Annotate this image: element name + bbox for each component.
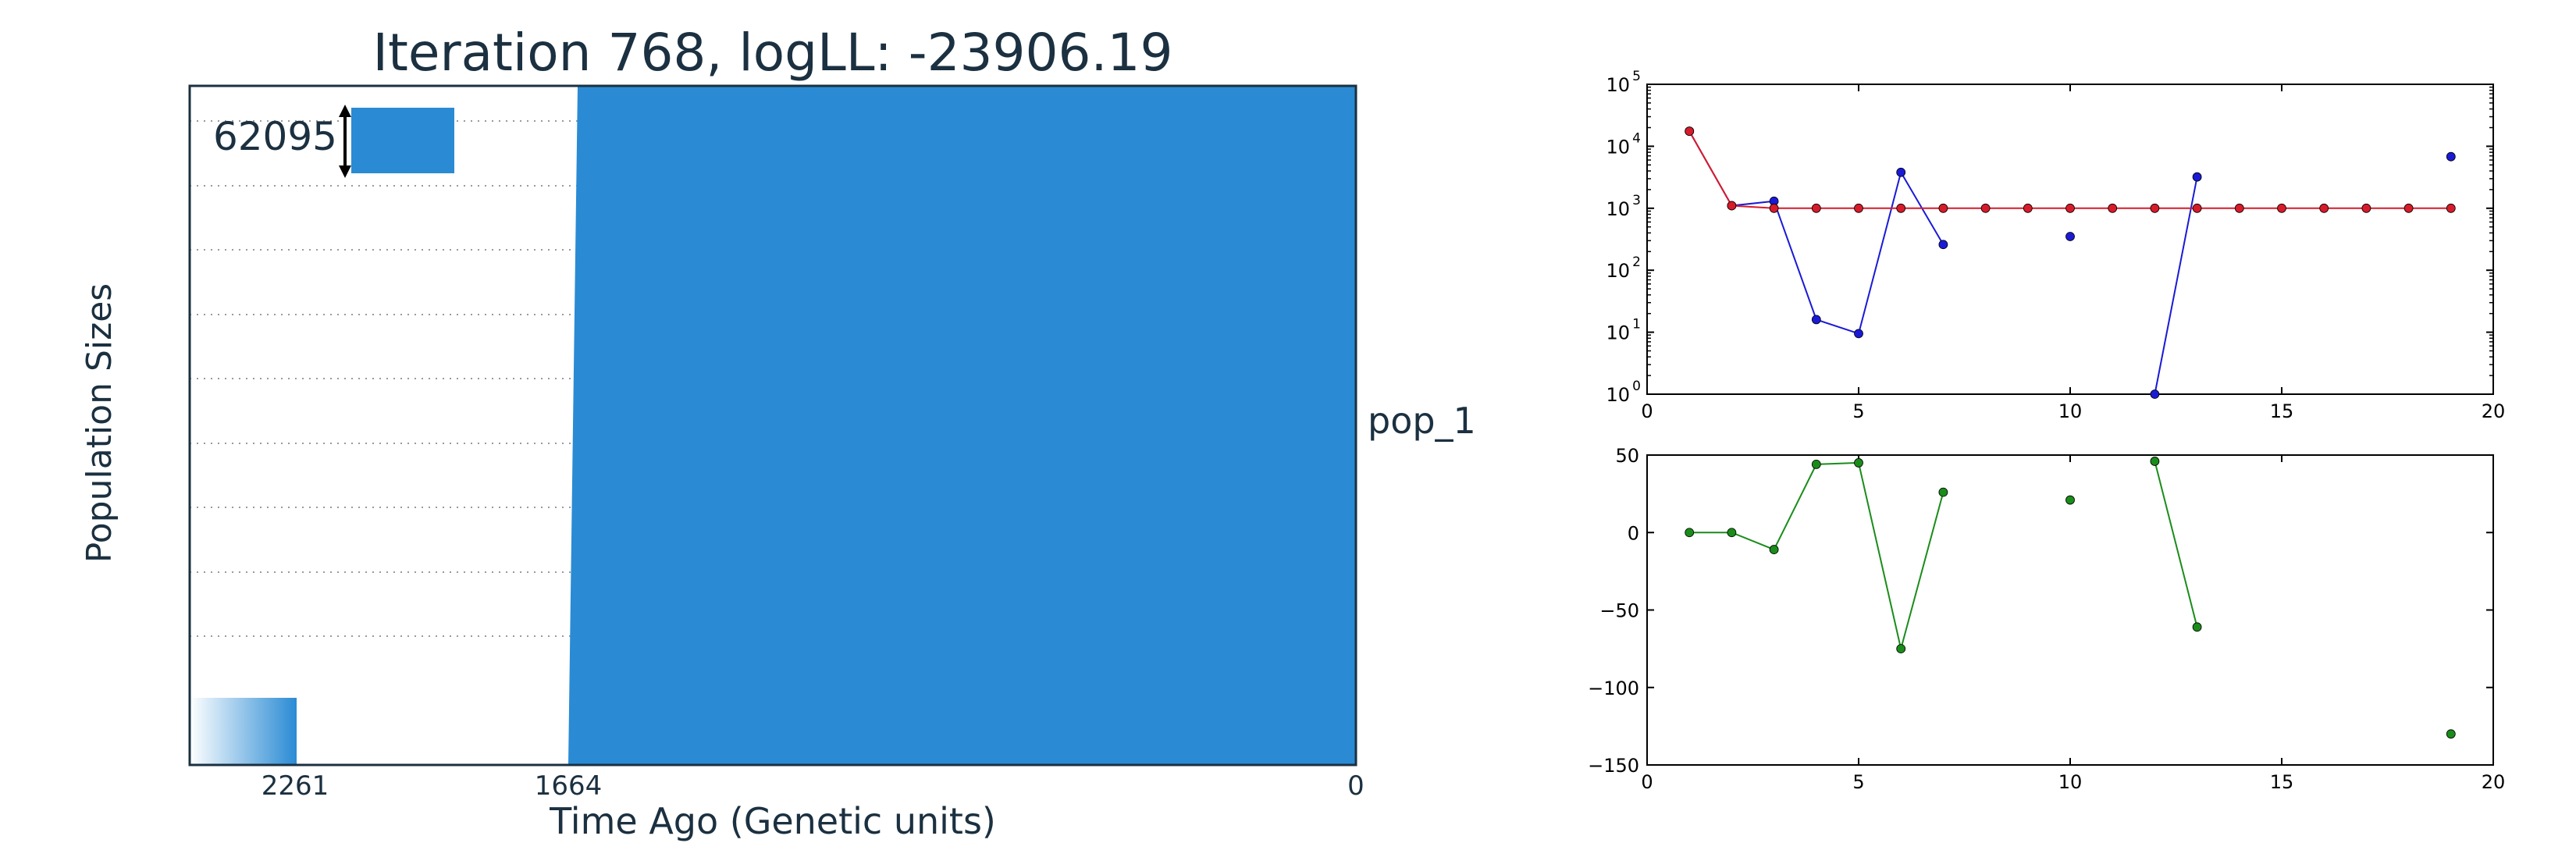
top-plot-series-0-point xyxy=(1938,240,1948,250)
population-panel-ylabel: Population Sizes xyxy=(80,283,119,563)
top-plot-series-1-point xyxy=(1685,126,1695,137)
bottom-plot-series-0-point xyxy=(1727,528,1737,538)
top-plot-series-1-point xyxy=(1896,203,1906,213)
top-plot-y-tick-exponent: 2 xyxy=(1632,254,1641,270)
population-panel-xlabel: Time Ago (Genetic units) xyxy=(549,800,996,842)
top-plot-series-0-point xyxy=(1854,329,1863,339)
top-plot-series-0-point xyxy=(2150,389,2160,399)
bottom-plot-x-tick-label: 20 xyxy=(2482,771,2506,793)
population-panel-frame xyxy=(188,84,1357,767)
bottom-plot-y-tick-label: −50 xyxy=(1599,600,1639,622)
scale-bar-value: 62095 xyxy=(213,114,337,159)
bottom-plot-y-tick-label: −100 xyxy=(1588,678,1639,699)
top-plot-series-1-point xyxy=(2319,203,2329,213)
top-plot-y-tick-label: 10 xyxy=(1606,136,1630,158)
ancestral-population-block xyxy=(190,698,297,765)
population-panel: Iteration 768, logLL: -23906.19 Populati… xyxy=(80,23,1476,842)
top-plot-series-0-line xyxy=(1688,130,1944,335)
top-plot-series-1-point xyxy=(2446,203,2456,213)
top-plot-series-0-point xyxy=(1811,315,1821,325)
top-plot-series-1-point xyxy=(1811,203,1821,213)
top-plot-series-1-point xyxy=(2277,203,2286,213)
top-plot-series-1-point xyxy=(1769,203,1779,213)
top-plot-y-tick-exponent: 5 xyxy=(1632,69,1641,84)
top-plot-series-1-point xyxy=(2361,203,2371,213)
bottom-plot-x-tick-label: 10 xyxy=(2058,771,2083,793)
bottom-plot-series-0-point xyxy=(1854,458,1863,468)
bottom-plot-x-tick-label: 5 xyxy=(1852,771,1864,793)
top-plot-series-1-point xyxy=(1980,203,1991,213)
x-tick-label-0: 0 xyxy=(1347,770,1364,802)
top-plot-y-tick-label: 10 xyxy=(1606,322,1630,344)
bottom-plot-ticks: 0 5 10 15 20 50 0 −50 −100 −150 xyxy=(1588,445,2505,793)
top-plot-y-tick-label: 10 xyxy=(1606,74,1630,96)
top-plot-series-1-point xyxy=(2108,203,2118,213)
bottom-plot-series-0-point xyxy=(2446,729,2456,739)
pop-1-label: pop_1 xyxy=(1368,400,1476,442)
top-plot-series xyxy=(1685,126,2456,399)
top-plot-series-1-point xyxy=(2065,203,2075,213)
top-plot-series-0-point xyxy=(2192,172,2202,182)
top-plot-x-tick-label: 10 xyxy=(2058,400,2083,422)
bottom-plot-x-tick-label: 0 xyxy=(1641,771,1653,793)
bottom-plot-x-tick-label: 15 xyxy=(2270,771,2294,793)
top-plot-x-tick-label: 5 xyxy=(1852,400,1864,422)
bottom-plot-series-0-point xyxy=(2150,457,2160,466)
top-plot-y-tick-exponent: 0 xyxy=(1632,379,1641,394)
bottom-plot-series-0-point xyxy=(2065,495,2075,505)
top-plot-y-tick-exponent: 4 xyxy=(1632,130,1641,146)
bottom-plot-y-tick-label: 50 xyxy=(1615,445,1639,467)
bottom-right-plot: 0 5 10 15 20 50 0 −50 −100 −150 xyxy=(1588,445,2505,793)
top-plot-y-tick-label: 10 xyxy=(1606,384,1630,406)
bottom-plot-series-0-point xyxy=(1938,487,1948,497)
bottom-plot-y-tick-label: −150 xyxy=(1588,755,1639,777)
bottom-plot-series-0-point xyxy=(1896,644,1906,654)
bottom-plot-series-0-point xyxy=(2192,622,2202,632)
bottom-plot-series-0-point xyxy=(1685,528,1695,538)
top-plot-y-tick-label: 10 xyxy=(1606,260,1630,282)
top-plot-y-tick-label: 10 xyxy=(1606,198,1630,220)
top-plot-x-tick-label: 15 xyxy=(2270,400,2294,422)
top-plot-series-1-point xyxy=(1727,201,1737,211)
top-plot-series-1-point xyxy=(2234,203,2244,213)
bottom-plot-series xyxy=(1685,457,2456,739)
bottom-plot-series-0-point xyxy=(1811,460,1821,469)
top-plot-y-tick-exponent: 1 xyxy=(1632,317,1641,333)
top-plot-series-1-point xyxy=(2192,203,2202,213)
pop-1-area xyxy=(568,86,1356,765)
top-plot-x-tick-label: 0 xyxy=(1641,400,1653,422)
top-plot-series-0-line xyxy=(2154,176,2198,395)
scale-bar-block xyxy=(351,108,454,173)
top-plot-series-0-point xyxy=(2065,232,2075,241)
top-plot-series-1-point xyxy=(1938,203,1948,213)
bottom-plot-series-0-point xyxy=(1769,545,1779,554)
top-plot-series-1-point xyxy=(2150,203,2160,213)
top-plot-series-0-point xyxy=(2446,151,2456,162)
population-panel-title: Iteration 768, logLL: -23906.19 xyxy=(373,23,1173,83)
top-plot-series-1-point xyxy=(2023,203,2033,213)
x-tick-label-1664: 1664 xyxy=(535,770,603,802)
top-plot-series-1-point xyxy=(2403,203,2414,213)
bottom-plot-series-0-line xyxy=(1689,461,1944,649)
bottom-plot-y-tick-label: 0 xyxy=(1628,522,1639,544)
top-plot-series-0-point xyxy=(1896,167,1906,177)
bottom-plot-series-0-line xyxy=(2154,461,2198,628)
x-tick-label-2261: 2261 xyxy=(262,770,329,802)
top-plot-series-1-point xyxy=(1854,203,1863,213)
top-plot-x-tick-label: 20 xyxy=(2482,400,2506,422)
top-plot-series-1-line xyxy=(1688,130,2451,209)
top-plot-y-tick-exponent: 3 xyxy=(1632,193,1641,208)
